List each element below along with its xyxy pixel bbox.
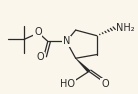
Text: NH₂: NH₂ bbox=[116, 23, 135, 33]
Text: HO: HO bbox=[60, 79, 75, 89]
Text: O: O bbox=[37, 52, 44, 62]
Text: N: N bbox=[63, 36, 70, 46]
Text: O: O bbox=[101, 79, 109, 89]
Text: O: O bbox=[34, 27, 42, 37]
Polygon shape bbox=[75, 58, 91, 72]
